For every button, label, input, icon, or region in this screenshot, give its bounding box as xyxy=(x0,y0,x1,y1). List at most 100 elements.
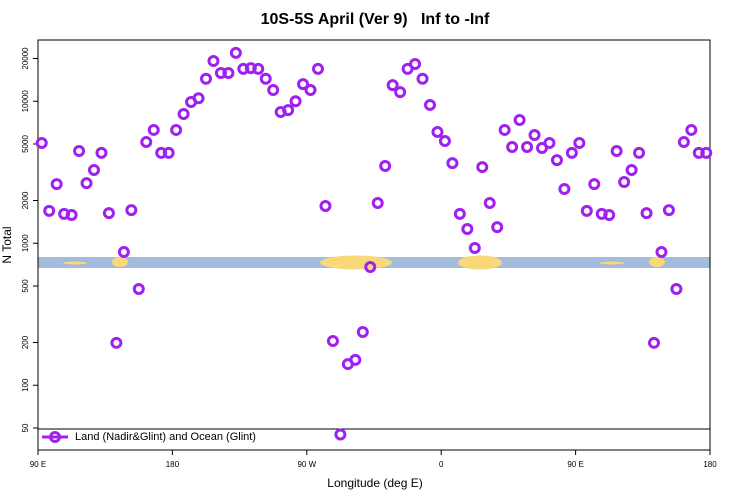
data-point xyxy=(633,146,646,159)
data-point xyxy=(655,245,668,258)
data-point xyxy=(312,62,324,75)
y-tick-label: 50 xyxy=(21,423,30,432)
y-tick-label: 20000 xyxy=(21,47,30,70)
data-point xyxy=(431,125,444,138)
data-point xyxy=(543,137,556,150)
data-point xyxy=(513,113,526,126)
data-point xyxy=(80,177,93,190)
data-point xyxy=(162,146,175,159)
data-point xyxy=(259,72,272,85)
data-point xyxy=(192,92,205,105)
data-point xyxy=(50,178,63,191)
data-point xyxy=(125,204,138,217)
data-point xyxy=(319,199,332,212)
y-tick-label: 200 xyxy=(21,335,30,349)
data-point xyxy=(110,336,123,349)
data-point xyxy=(506,141,519,154)
data-point xyxy=(282,104,295,117)
data-point xyxy=(662,204,675,217)
data-point xyxy=(102,207,115,220)
data-point xyxy=(438,134,451,147)
x-tick-label: 0 xyxy=(439,460,444,469)
land-patch xyxy=(112,257,128,267)
data-point xyxy=(468,241,481,254)
data-point xyxy=(685,123,698,136)
data-point xyxy=(200,72,212,85)
data-point xyxy=(521,141,534,154)
data-point xyxy=(356,326,369,339)
plot-frame xyxy=(37,39,711,451)
data-point xyxy=(73,145,86,158)
data-point xyxy=(648,336,660,349)
x-tick-label: 180 xyxy=(166,460,180,469)
data-point xyxy=(364,260,377,273)
data-point xyxy=(476,161,489,174)
data-point xyxy=(565,146,578,159)
x-tick-label: 90 E xyxy=(30,460,46,469)
data-point xyxy=(416,72,429,85)
data-point xyxy=(618,176,631,189)
data-point xyxy=(326,334,339,347)
data-point xyxy=(677,136,690,149)
data-point xyxy=(558,183,571,196)
data-point xyxy=(297,78,310,91)
data-point xyxy=(550,154,563,167)
data-point xyxy=(252,62,265,75)
legend: Land (Nadir&Glint) and Ocean (Glint) xyxy=(42,431,256,443)
data-point xyxy=(424,98,436,111)
land-patch xyxy=(600,261,624,265)
y-tick-label: 500 xyxy=(21,279,30,293)
data-point xyxy=(573,137,586,150)
chart-title: 10S-5S April (Ver 9) Inf to -Inf xyxy=(261,11,490,28)
data-point xyxy=(483,197,496,210)
data-point xyxy=(670,283,683,296)
data-point xyxy=(349,353,362,366)
data-point xyxy=(453,207,466,220)
data-point xyxy=(304,84,317,97)
data-point xyxy=(692,146,705,159)
data-point xyxy=(289,95,302,108)
x-axis-label: Longitude (deg E) xyxy=(327,476,422,490)
y-tick-label: 2000 xyxy=(21,191,30,209)
data-point xyxy=(65,209,78,222)
data-point xyxy=(147,123,160,136)
data-point xyxy=(700,146,713,159)
land-patch xyxy=(458,255,502,270)
data-point xyxy=(43,204,56,217)
data-point xyxy=(117,245,130,258)
data-point xyxy=(394,86,407,99)
land-patch xyxy=(649,257,665,267)
data-point xyxy=(334,428,347,441)
data-point xyxy=(88,164,100,177)
data-point xyxy=(580,204,593,217)
data-point xyxy=(140,136,153,149)
land-patch xyxy=(320,255,392,270)
data-point xyxy=(207,55,220,68)
legend-marker xyxy=(49,431,61,443)
data-point xyxy=(267,84,280,97)
x-tick-label: 180 xyxy=(703,460,717,469)
y-tick-label: 1000 xyxy=(21,234,30,252)
data-point xyxy=(170,123,183,136)
data-point xyxy=(132,283,145,296)
data-point xyxy=(214,67,227,80)
data-point xyxy=(640,207,653,220)
data-point xyxy=(229,46,242,59)
legend-label: Land (Nadir&Glint) and Ocean (Glint) xyxy=(75,431,256,443)
data-point xyxy=(603,209,616,222)
land-patch xyxy=(63,261,87,265)
data-point xyxy=(610,145,623,158)
y-tick-label: 10000 xyxy=(21,90,30,113)
data-point xyxy=(222,67,235,80)
data-point xyxy=(528,128,541,141)
y-axis-label: N Total xyxy=(0,226,14,263)
data-point xyxy=(35,137,48,150)
data-point xyxy=(588,178,601,191)
data-point xyxy=(177,108,190,121)
data-point xyxy=(625,164,638,177)
data-point xyxy=(371,197,384,210)
data-point xyxy=(409,57,422,70)
data-point xyxy=(461,223,474,236)
data-point xyxy=(498,123,511,136)
